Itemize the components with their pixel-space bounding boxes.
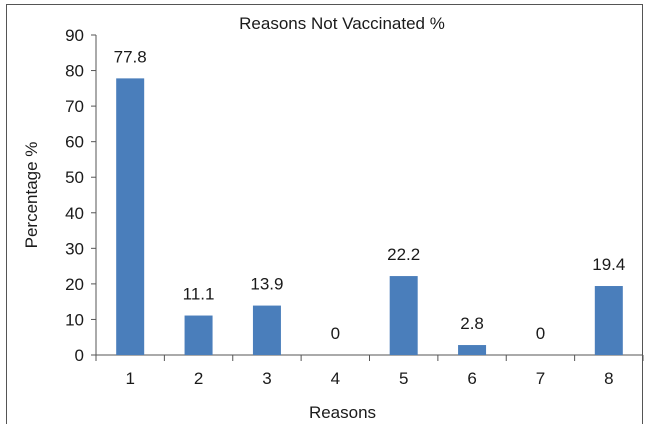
y-tick-label: 20 (65, 275, 84, 294)
bar (252, 305, 281, 355)
bar-chart: Reasons Not Vaccinated % Percentage % Re… (22, 14, 644, 422)
y-axis-title: Percentage % (22, 142, 41, 249)
x-tick-label: 3 (262, 369, 271, 388)
data-label: 19.4 (592, 255, 625, 274)
x-tick-label: 6 (467, 369, 476, 388)
data-label: 2.8 (460, 314, 484, 333)
y-tick-label: 80 (65, 62, 84, 81)
x-tick-label: 2 (194, 369, 203, 388)
bar (116, 78, 145, 355)
y-tick-label: 70 (65, 97, 84, 116)
x-tick-label: 1 (125, 369, 134, 388)
x-tick-label: 4 (331, 369, 340, 388)
x-tick-label: 7 (536, 369, 545, 388)
data-label: 0 (536, 324, 545, 343)
data-label: 13.9 (250, 275, 283, 294)
bar (594, 286, 623, 355)
y-tick-label: 50 (65, 168, 84, 187)
x-tick-label: 8 (604, 369, 613, 388)
data-label: 0 (331, 324, 340, 343)
bar (389, 276, 418, 355)
y-tick-label: 30 (65, 239, 84, 258)
y-tick-label: 10 (65, 310, 84, 329)
chart-title: Reasons Not Vaccinated % (239, 14, 445, 33)
y-tick-label: 40 (65, 204, 84, 223)
x-tick-label: 5 (399, 369, 408, 388)
data-label: 22.2 (387, 245, 420, 264)
data-label: 77.8 (114, 47, 147, 66)
data-label: 11.1 (183, 285, 215, 304)
bar (458, 345, 487, 355)
y-tick-label: 90 (65, 26, 84, 45)
y-tick-label: 0 (75, 346, 84, 365)
y-tick-label: 60 (65, 133, 84, 152)
x-axis-title: Reasons (309, 403, 376, 422)
chart-frame: Reasons Not Vaccinated % Percentage % Re… (6, 4, 644, 424)
plot-area: 010203040506070809077.8111.1213.930422.2… (65, 26, 644, 388)
bar (184, 315, 213, 355)
